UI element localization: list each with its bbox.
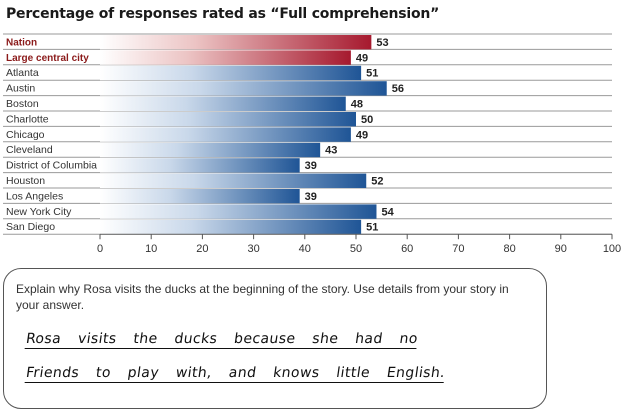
handwritten-answer-line: Rosa visits the ducks because she had no [24,331,419,347]
bar [100,173,367,188]
data-label: 51 [366,222,378,234]
category-label: Boston [6,98,39,110]
x-tick-label: 30 [247,243,259,255]
chart-title: Percentage of responses rated as “Full c… [6,6,440,22]
bar [100,158,300,173]
data-label: 53 [376,37,388,49]
data-label: 54 [381,206,394,218]
data-label: 39 [305,160,317,172]
data-label: 39 [305,191,317,203]
bar [100,142,321,158]
question-prompt: Explain why Rosa visits the ducks at the… [16,282,509,312]
bar [100,112,356,127]
data-label: 56 [392,83,404,95]
category-label: Houston [6,175,45,187]
x-tick-label: 100 [603,243,621,255]
question-box: Explain why Rosa visits the ducks at the… [3,268,547,409]
category-label: San Diego [6,221,55,233]
bar [100,127,351,142]
data-label: 49 [356,129,368,141]
data-label: 43 [325,145,337,157]
data-label: 52 [371,176,383,188]
bar [100,65,362,81]
handwritten-answer-line: Friends to play with, and knows little E… [24,365,447,381]
category-label: Chicago [6,129,45,141]
category-label: Charlotte [6,113,49,125]
x-tick-label: 0 [97,243,103,255]
bar [100,189,300,204]
x-tick-label: 40 [299,243,311,255]
category-label: Large central city [6,53,89,64]
bar-chart: Nation 53 Large central city 49 Atlanta 51 Aus… [3,33,621,255]
data-label: 50 [361,114,373,126]
bar [100,81,387,96]
category-label: Atlanta [6,67,39,79]
data-label: 49 [356,52,368,64]
bar [100,96,346,111]
data-label: 51 [366,68,378,80]
category-label: Cleveland [6,144,53,156]
bar [100,35,372,50]
category-label: Los Angeles [6,190,63,202]
bar [100,204,377,219]
category-label: Nation [6,37,37,48]
category-label: Austin [6,83,35,95]
x-tick-label: 80 [503,243,515,255]
x-tick-label: 50 [350,243,362,255]
x-tick-label: 20 [196,243,208,255]
bar [100,50,351,65]
data-label: 48 [351,99,363,111]
bar [100,219,362,235]
category-label: District of Columbia [6,160,97,172]
x-tick-label: 60 [401,243,413,255]
category-label: New York City [6,206,72,218]
x-tick-label: 70 [452,243,464,255]
x-tick-label: 90 [555,243,567,255]
x-tick-label: 10 [145,243,157,255]
